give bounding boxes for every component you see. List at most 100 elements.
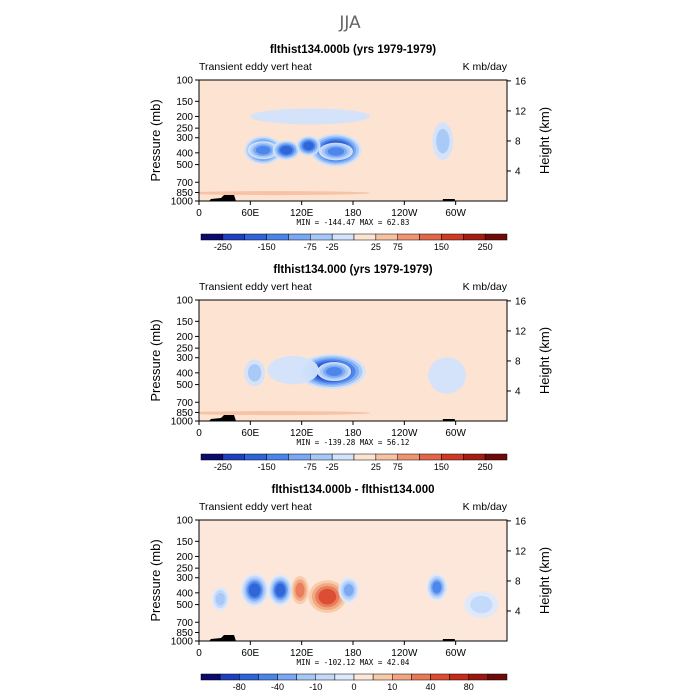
y-right-tick-label: 8: [515, 576, 521, 587]
y-right-axis-title: Height (km): [537, 327, 552, 394]
colorbar-swatch: [222, 233, 245, 241]
colorbar-swatch: [258, 673, 278, 681]
colorbar-swatch: [487, 673, 508, 681]
colorbar-swatch: [353, 453, 377, 461]
y-right-tick-label: 12: [515, 326, 527, 337]
panels: flthist134.000b (yrs 1979-1979) Transient…: [148, 44, 552, 692]
colorbar-swatch: [296, 673, 316, 681]
y-tick-label: 300: [176, 353, 193, 364]
y-tick-label: 100: [176, 296, 193, 307]
x-tick-label: 0: [196, 428, 202, 439]
terrain-asia: [209, 195, 236, 201]
y-axis-title: Pressure (mb): [148, 319, 163, 401]
colorbar-swatch: [288, 453, 311, 461]
x-tick-label: 120E: [290, 428, 314, 439]
y-tick-label: 850: [176, 408, 193, 419]
colorbar-swatch: [397, 233, 420, 241]
y-right-tick-label: 8: [515, 136, 521, 147]
terrain-andes: [442, 199, 455, 201]
terrain-andes: [442, 419, 455, 421]
colorbar-label: -80: [233, 682, 246, 692]
colorbar-swatch: [222, 453, 245, 461]
contour-region: [248, 583, 261, 597]
y-right-tick-label: 4: [515, 166, 521, 177]
colorbar-label: 150: [434, 242, 449, 252]
colorbar-label: -250: [214, 462, 232, 472]
colorbar-swatch: [375, 453, 398, 461]
colorbar-swatch: [430, 673, 450, 681]
x-tick-label: 120W: [391, 428, 418, 439]
contour-region: [199, 411, 371, 416]
colorbar-label: -250: [214, 242, 232, 252]
colorbar-swatch: [239, 673, 259, 681]
colorbar-swatch: [244, 233, 267, 241]
colorbar-swatch: [288, 233, 311, 241]
colorbar-swatch: [331, 453, 355, 461]
colorbar-swatch: [200, 453, 224, 461]
colorbar-swatch: [353, 673, 374, 681]
colorbar-swatch: [463, 233, 486, 241]
colorbar-label: 75: [393, 462, 403, 472]
colorbar-swatch: [266, 233, 289, 241]
y-tick-label: 850: [176, 628, 193, 639]
colorbar-swatch: [244, 453, 267, 461]
y-right-tick-label: 4: [515, 386, 521, 397]
colorbar-swatch: [419, 453, 442, 461]
colorbar-swatch: [334, 673, 355, 681]
y-right-tick-label: 12: [515, 546, 527, 557]
terrain-andes: [442, 639, 455, 641]
min-max-text: MIN = -102.12 MAX = 42.04: [297, 658, 410, 667]
x-tick-label: 60W: [445, 428, 466, 439]
plot-area: [199, 520, 507, 641]
y-tick-label: 100: [176, 76, 193, 87]
y-right-axis-title: Height (km): [537, 107, 552, 174]
colorbar-label: -150: [258, 242, 276, 252]
panel-title: flthist134.000b - flthist134.000: [272, 484, 435, 496]
colorbar-swatch: [463, 453, 486, 461]
colorbar-swatch: [441, 233, 464, 241]
colorbar-label: 150: [434, 462, 449, 472]
y-tick-label: 500: [176, 380, 193, 391]
contour-region: [255, 145, 271, 155]
terrain-asia: [209, 415, 236, 421]
chart-panel-3: flthist134.000b - flthist134.000 Transien…: [148, 484, 552, 692]
y-right-tick-label: 8: [515, 356, 521, 367]
contour-region: [250, 108, 371, 125]
contour-region: [303, 141, 314, 151]
x-tick-label: 60E: [241, 428, 259, 439]
x-tick-label: 120W: [391, 648, 418, 659]
colorbar-label: -10: [309, 682, 322, 692]
colorbar-label: 40: [425, 682, 435, 692]
y-tick-label: 700: [176, 618, 193, 629]
contour-region: [295, 582, 305, 598]
colorbar-label: 25: [371, 462, 381, 472]
y-right-tick-label: 16: [515, 76, 527, 87]
terrain-asia: [209, 635, 236, 641]
panel-title: flthist134.000 (yrs 1979-1979): [273, 264, 432, 276]
colorbar-swatch: [397, 453, 420, 461]
y-tick-label: 400: [176, 588, 193, 599]
y-tick-label: 1000: [171, 197, 194, 208]
x-tick-label: 120E: [290, 208, 314, 219]
contour-region: [428, 357, 466, 394]
contour-region: [267, 355, 319, 385]
colorbar-swatch: [449, 673, 469, 681]
contour-region: [343, 584, 354, 597]
y-tick-label: 850: [176, 188, 193, 199]
colorbar-swatch: [310, 453, 333, 461]
x-tick-label: 0: [196, 208, 202, 219]
y-tick-label: 200: [176, 332, 193, 343]
colorbar-label: 0: [351, 682, 356, 692]
colorbar-swatch: [411, 673, 431, 681]
y-tick-label: 250: [176, 344, 193, 355]
chart-panel-2: flthist134.000 (yrs 1979-1979) Transient …: [148, 264, 552, 472]
colorbar-label: -25: [326, 462, 339, 472]
colorbar-swatch: [468, 673, 489, 681]
colorbar-swatch: [277, 673, 297, 681]
contour-region: [327, 147, 345, 156]
y-tick-label: 200: [176, 552, 193, 563]
colorbar-label: -75: [304, 242, 317, 252]
colorbar-swatch: [310, 233, 333, 241]
colorbar-swatch: [200, 233, 224, 241]
